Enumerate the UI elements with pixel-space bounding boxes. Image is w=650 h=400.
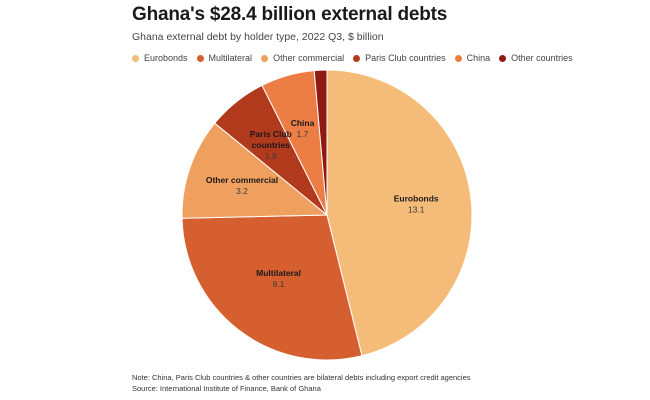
legend-item-0: Eurobonds (132, 53, 188, 63)
pie-slice-0 (326, 69, 473, 357)
pie-slice-2 (181, 122, 329, 219)
slice-value-label: 1.7 (297, 129, 309, 139)
chart-legend: Eurobonds Multilateral Other commercial Par… (132, 53, 582, 63)
slice-name-label: Eurobonds (394, 194, 439, 204)
legend-item-5: Other countries (499, 53, 573, 63)
source-text: Source: International Institute of Finan… (132, 384, 321, 393)
legend-label: Paris Club countries (365, 53, 446, 63)
slice-value-label: 13.1 (408, 205, 425, 215)
chart-title: Ghana's $28.4 billion external debts (132, 4, 448, 25)
legend-item-1: Multilateral (196, 53, 253, 63)
slice-value-label: 3.2 (236, 186, 248, 196)
legend-item-4: China (454, 53, 491, 63)
legend-item-2: Other commercial (261, 53, 344, 63)
legend-label: China (466, 53, 491, 63)
legend-swatch (353, 54, 361, 62)
legend-swatch (196, 54, 204, 62)
legend-label: Eurobonds (144, 53, 188, 63)
slice-name-label: Paris Club (250, 129, 292, 139)
chart-subtitle: Ghana external debt by holder type, 2022… (132, 31, 384, 43)
legend-label: Other commercial (273, 53, 345, 63)
slice-name-label: countries (252, 140, 291, 150)
legend-swatch (132, 54, 139, 62)
legend-label: Other countries (511, 53, 573, 63)
legend-swatch (454, 54, 462, 62)
pie-slice-5 (313, 69, 328, 216)
legend-item-3: Paris Club countries (353, 53, 446, 63)
chart-footnote: Note: China, Paris Club countries & othe… (132, 372, 471, 394)
slice-value-label: 1.9 (265, 151, 277, 161)
legend-swatch (499, 54, 507, 62)
slice-value-label: 8.1 (273, 279, 285, 289)
slice-name-label: Other commercial (206, 175, 278, 185)
slice-name-label: China (291, 118, 315, 128)
slice-name-label: Multilateral (256, 268, 301, 278)
legend-swatch (261, 54, 269, 62)
legend-label: Multilateral (208, 53, 253, 63)
pie-slice-1 (181, 214, 363, 361)
note-text: Note: China, Paris Club countries & othe… (132, 373, 471, 382)
